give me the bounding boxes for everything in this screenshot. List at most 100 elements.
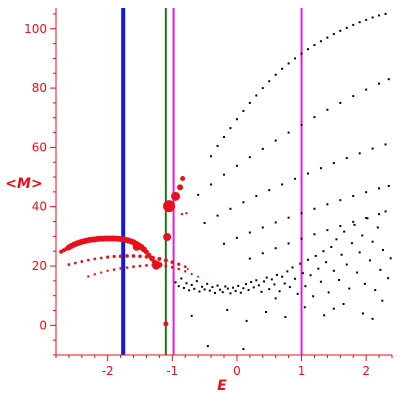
spectrum-point <box>313 116 316 119</box>
spectrum-point <box>378 82 381 85</box>
spectrum-point <box>284 316 287 319</box>
spectrum-point <box>384 143 387 146</box>
spectrum-point <box>235 164 238 167</box>
spectrum-point <box>263 280 266 283</box>
spectrum-point <box>339 224 342 227</box>
spectrum-point <box>387 78 390 81</box>
spectrum-point <box>366 217 369 220</box>
highlighted-point <box>163 258 168 263</box>
spectrum-point <box>248 101 251 104</box>
spectrum-point <box>286 270 289 273</box>
highlighted-point <box>180 176 186 182</box>
spectrum-point <box>296 292 299 295</box>
spectrum-point <box>221 291 224 294</box>
spectrum-point <box>345 263 348 266</box>
spectrum-point <box>332 33 335 36</box>
highlighted-point <box>177 184 184 191</box>
spectrum-point <box>245 319 248 322</box>
spectrum-point <box>281 67 284 70</box>
x-tick-label: -2 <box>102 364 114 378</box>
spectrum-point <box>322 250 325 253</box>
spectrum-point <box>248 156 251 159</box>
spectrum-point <box>232 286 235 289</box>
spectrum-point <box>301 272 304 275</box>
spectrum-point <box>274 247 277 250</box>
highlighted-point <box>112 268 116 271</box>
spectrum-point <box>342 302 345 305</box>
spectrum-point <box>312 295 315 298</box>
spectrum-point <box>326 229 329 232</box>
spectrum-point <box>361 234 364 237</box>
axes: -2 -1 0 1 2 0 20 40 60 80 100 <box>24 8 393 378</box>
spectrum-point <box>229 127 232 130</box>
spectrum-point <box>235 118 238 121</box>
spectrum-point <box>303 306 306 309</box>
spectrum-point <box>223 173 225 176</box>
spectrum-point <box>260 290 263 293</box>
x-tick-label: -1 <box>166 364 178 378</box>
spectrum-point <box>237 284 240 287</box>
x-tick-label: 1 <box>298 364 306 378</box>
spectrum-point <box>261 87 264 90</box>
highlighted-point <box>164 264 168 268</box>
spectrum-point <box>313 233 316 236</box>
highlighted-point <box>100 271 103 274</box>
spectrum-point <box>378 187 381 190</box>
spectrum-point <box>235 236 238 239</box>
spectrum-point <box>371 16 374 19</box>
spectrum-point <box>352 95 355 98</box>
highlighted-point <box>99 256 103 260</box>
spectrum-point <box>358 21 361 24</box>
spectrum-point <box>275 273 278 276</box>
spectrum-point <box>327 291 330 294</box>
spectrum-point <box>319 280 322 283</box>
x-axis-title: E <box>217 378 227 394</box>
spectrum-point <box>309 274 312 277</box>
spectrum-point <box>274 73 277 76</box>
spectrum-points <box>174 12 392 351</box>
spectrum-point <box>378 14 381 17</box>
spectrum-point <box>339 101 342 104</box>
spectrum-point <box>213 292 216 295</box>
spectrum-point <box>294 277 297 280</box>
spectrum-point <box>332 307 335 310</box>
highlighted-point <box>157 256 162 261</box>
spectrum-point <box>174 281 177 284</box>
spectrum-point <box>330 246 333 249</box>
spectrum-point <box>226 287 229 290</box>
spectrum-point <box>265 276 268 279</box>
spectrum-point <box>340 253 343 256</box>
spectrum-point <box>234 289 237 292</box>
spectrum-point <box>326 36 329 39</box>
spectrum-point <box>345 157 348 160</box>
spectrum-point <box>381 249 384 252</box>
plot-area <box>59 8 392 355</box>
spectrum-point <box>180 277 183 280</box>
highlighted-point <box>119 267 122 270</box>
spectrum-point <box>185 282 188 285</box>
spectrum-point <box>379 268 382 271</box>
spectrum-point <box>274 297 277 300</box>
spectrum-point <box>242 201 245 204</box>
spectrum-point <box>248 231 251 234</box>
spectrum-point <box>287 242 290 245</box>
spectrum-point <box>314 254 317 257</box>
spectrum-point <box>365 18 368 21</box>
spectrum-point <box>281 275 284 278</box>
highlighted-point <box>171 191 181 201</box>
spectrum-point <box>274 139 277 142</box>
spectrum-point <box>242 287 245 290</box>
spectrum-point <box>281 183 284 186</box>
spectrum-point <box>242 348 245 351</box>
highlighted-point <box>132 242 141 251</box>
x-tick-label: 0 <box>233 364 241 378</box>
spectrum-point <box>356 271 359 274</box>
spectrum-point <box>195 280 198 283</box>
highlighted-point <box>80 260 84 263</box>
spectrum-point <box>239 291 242 294</box>
spectrum-point <box>188 289 191 292</box>
highlighted-point <box>73 261 77 265</box>
spectrum-point <box>323 314 326 317</box>
spectrum-point <box>313 207 316 210</box>
